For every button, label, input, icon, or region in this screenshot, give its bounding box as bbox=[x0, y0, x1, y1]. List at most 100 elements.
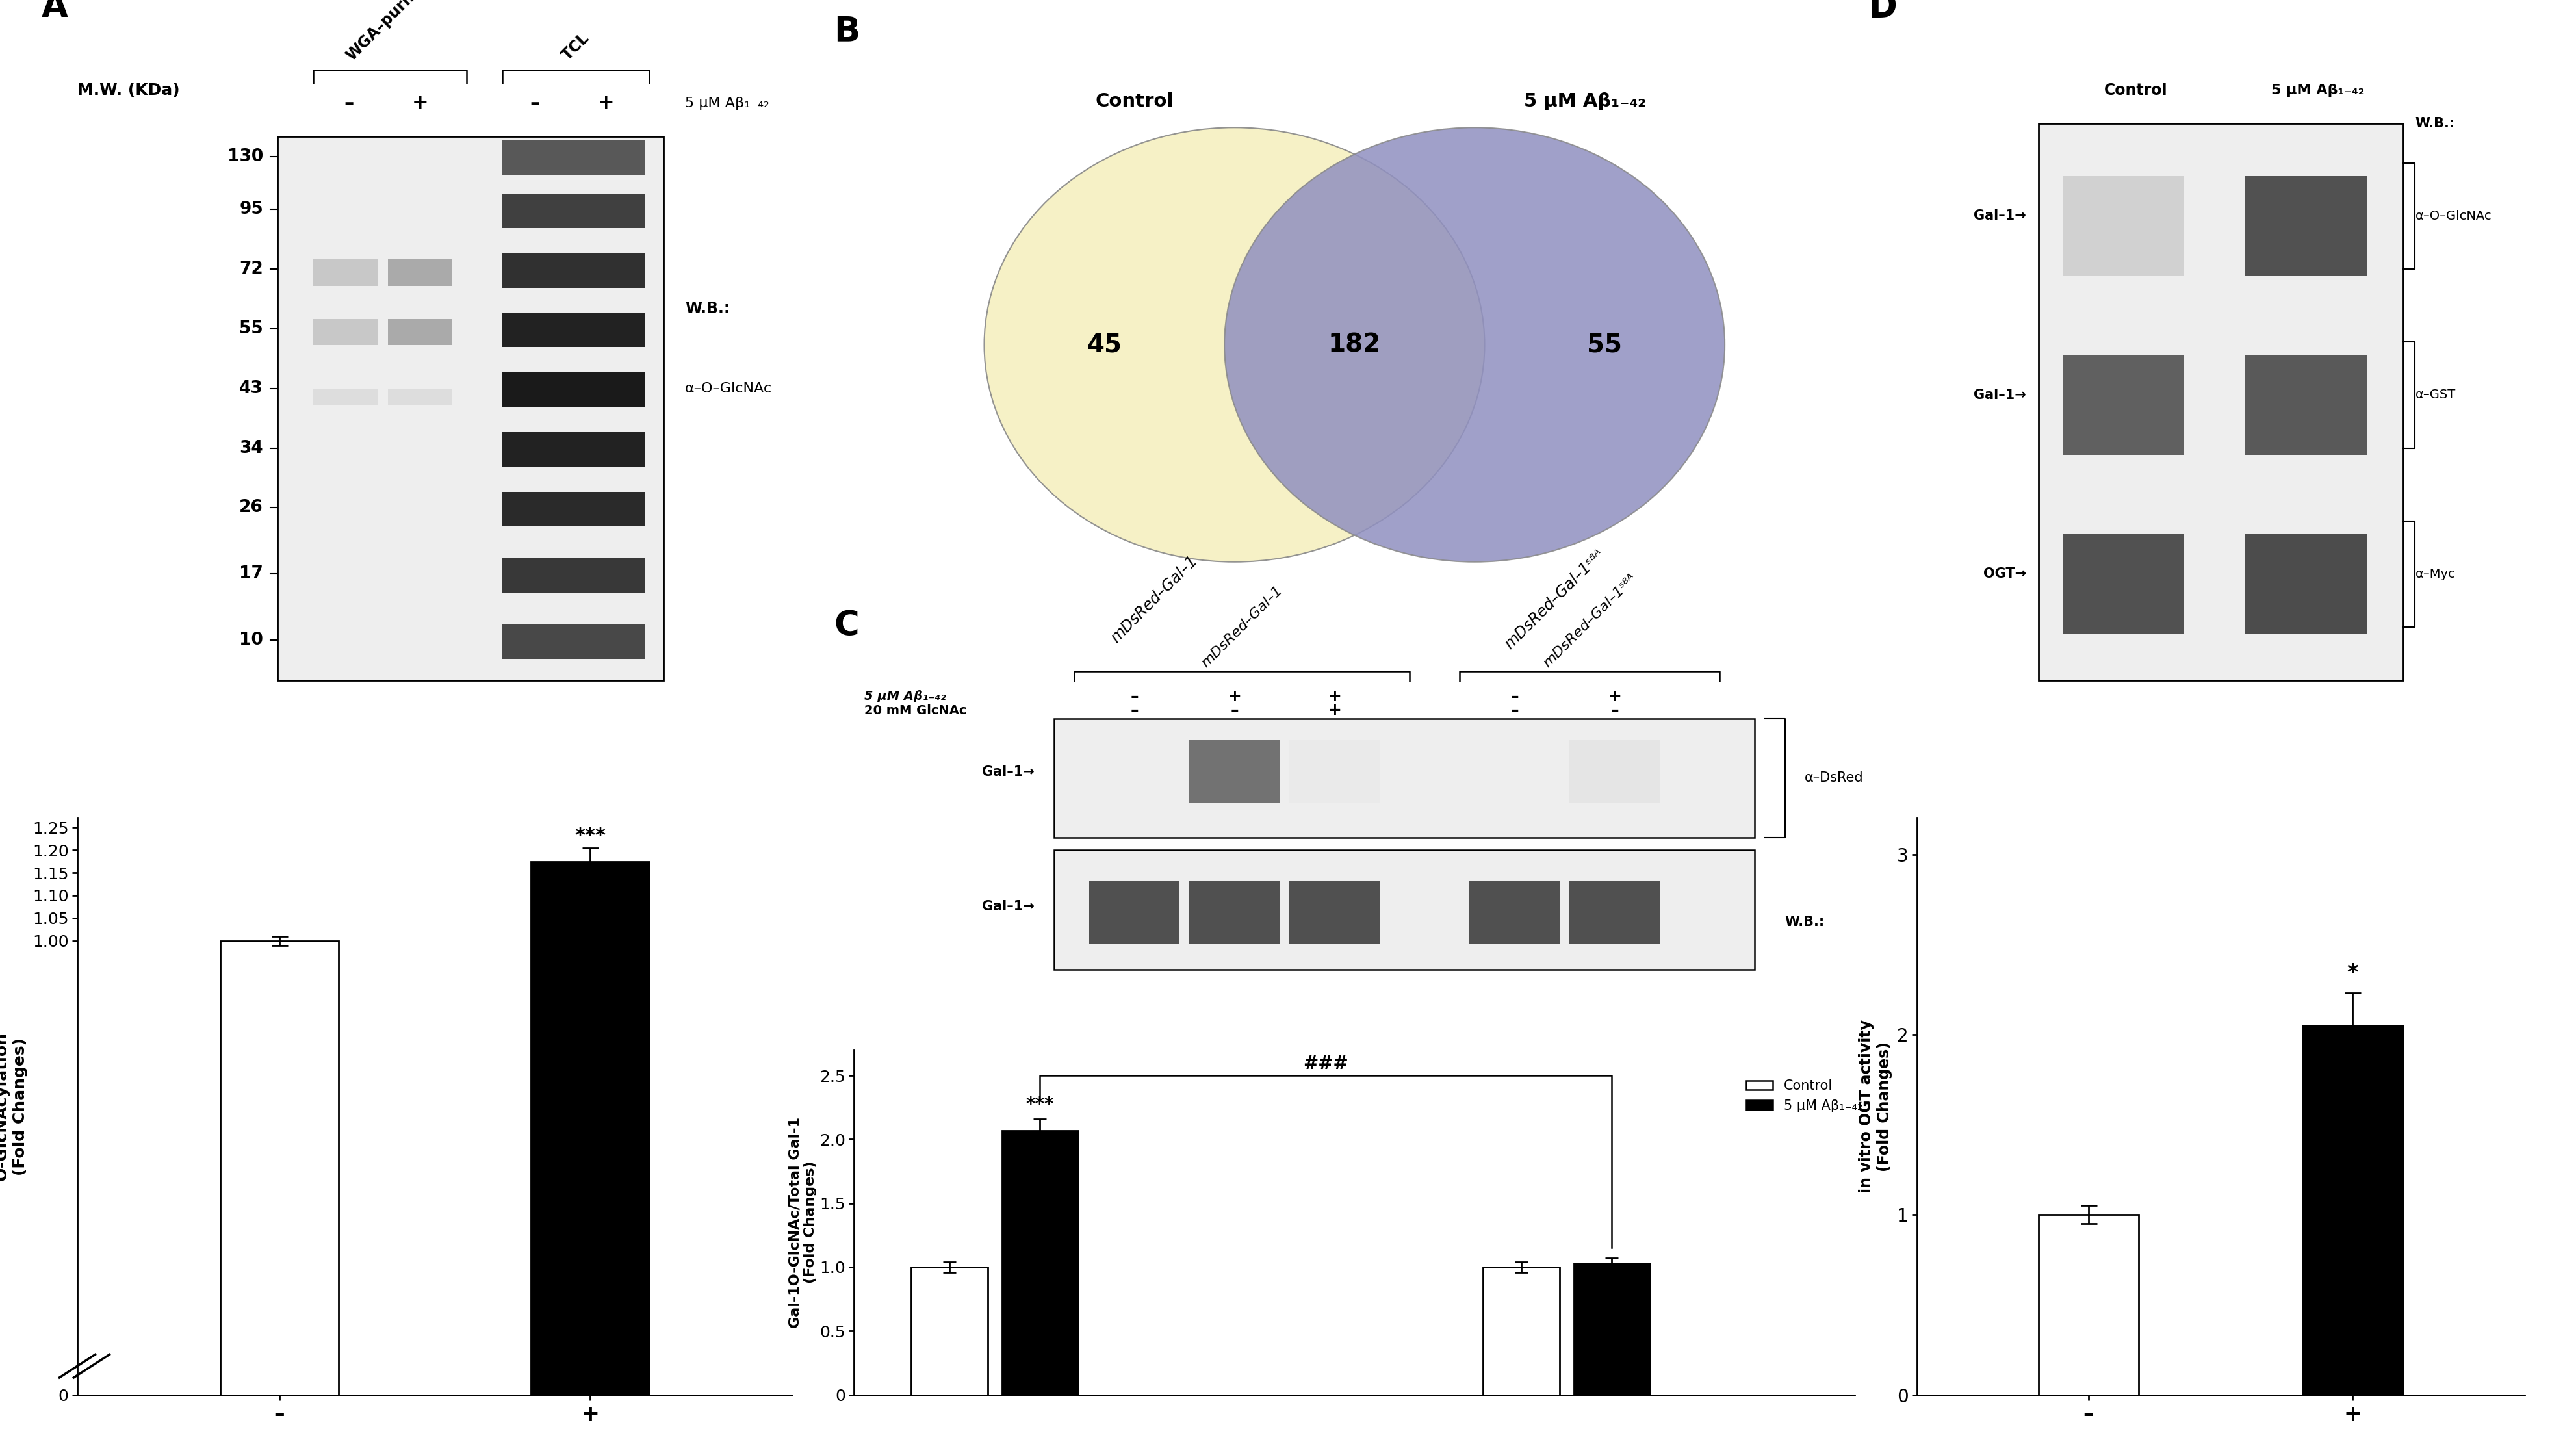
Text: 20 mM GlcNAc: 20 mM GlcNAc bbox=[863, 705, 966, 716]
Text: 5 μM Aβ₁₋₄₂: 5 μM Aβ₁₋₄₂ bbox=[685, 97, 770, 110]
Bar bbox=[2063, 355, 2184, 455]
Text: 26: 26 bbox=[240, 500, 263, 516]
Bar bbox=[1569, 882, 1659, 944]
Y-axis label: Gal-1O-GlcNAc/Total Gal-1
(Fold Changes): Gal-1O-GlcNAc/Total Gal-1 (Fold Changes) bbox=[788, 1117, 817, 1328]
Text: 5 μM Aβ₁₋₄₂: 5 μM Aβ₁₋₄₂ bbox=[863, 690, 945, 703]
Bar bbox=[2063, 535, 2184, 634]
Bar bbox=[2244, 355, 2367, 455]
Legend: Control, 5 μM Aβ₁₋₄₂: Control, 5 μM Aβ₁₋₄₂ bbox=[1741, 1074, 1868, 1117]
Text: W.B.:: W.B.: bbox=[685, 301, 729, 317]
Text: α–O–GlcNAc: α–O–GlcNAc bbox=[685, 382, 773, 395]
Text: Gal–1→: Gal–1→ bbox=[1973, 209, 2027, 222]
Text: –: – bbox=[1510, 689, 1520, 705]
Bar bbox=[574, 253, 647, 288]
Text: ***: *** bbox=[574, 827, 605, 846]
Text: Gal–1→: Gal–1→ bbox=[981, 899, 1033, 912]
Bar bbox=[1002, 1130, 1079, 1395]
Text: ***: *** bbox=[1025, 1096, 1054, 1114]
Text: –: – bbox=[1610, 703, 1618, 718]
Text: –: – bbox=[1231, 703, 1239, 718]
Bar bbox=[1054, 718, 1754, 837]
Text: C: C bbox=[835, 609, 860, 642]
Bar bbox=[574, 558, 647, 593]
Text: 182: 182 bbox=[1329, 333, 1381, 357]
Text: α–Myc: α–Myc bbox=[2416, 568, 2455, 580]
Bar bbox=[2038, 1215, 2138, 1395]
Bar bbox=[314, 259, 379, 286]
Text: 45: 45 bbox=[1087, 333, 1121, 357]
Bar bbox=[502, 493, 574, 526]
Text: Gal–1→: Gal–1→ bbox=[1973, 388, 2027, 401]
Text: M.W. (KDa): M.W. (KDa) bbox=[77, 83, 180, 97]
Text: Control: Control bbox=[1095, 93, 1175, 110]
Bar bbox=[574, 625, 647, 660]
Bar bbox=[1054, 850, 1754, 969]
Ellipse shape bbox=[1224, 128, 1726, 562]
Bar bbox=[502, 312, 574, 347]
Text: 72: 72 bbox=[240, 260, 263, 278]
Bar bbox=[1569, 741, 1659, 804]
Text: 5 μM Aβ₁₋₄₂: 5 μM Aβ₁₋₄₂ bbox=[2272, 83, 2365, 96]
Text: D: D bbox=[1868, 0, 1896, 25]
Text: 17: 17 bbox=[240, 565, 263, 583]
Text: *: * bbox=[2347, 962, 2360, 984]
Bar bbox=[574, 493, 647, 526]
Text: 43: 43 bbox=[240, 379, 263, 397]
Bar bbox=[531, 862, 649, 1395]
Bar bbox=[502, 253, 574, 288]
Bar bbox=[222, 942, 337, 1395]
Bar bbox=[502, 558, 574, 593]
Bar bbox=[1574, 1263, 1651, 1395]
Bar bbox=[574, 372, 647, 407]
Text: WGA–purified: WGA–purified bbox=[343, 0, 438, 64]
Bar bbox=[1190, 882, 1280, 944]
Text: –: – bbox=[1510, 703, 1520, 718]
Text: +: + bbox=[1327, 689, 1342, 705]
Bar bbox=[1468, 882, 1558, 944]
Bar bbox=[389, 318, 453, 346]
Text: +: + bbox=[412, 94, 428, 113]
Bar bbox=[278, 137, 665, 680]
Text: 34: 34 bbox=[240, 440, 263, 456]
Bar bbox=[1484, 1267, 1558, 1395]
Text: W.B.:: W.B.: bbox=[1785, 915, 1824, 928]
Bar bbox=[502, 432, 574, 466]
Bar bbox=[389, 388, 453, 405]
Text: B: B bbox=[835, 15, 860, 48]
Bar bbox=[502, 372, 574, 407]
Y-axis label: O-GlcNAcylation
(Fold Changes): O-GlcNAcylation (Fold Changes) bbox=[0, 1032, 28, 1181]
Bar bbox=[389, 259, 453, 286]
Bar bbox=[1291, 882, 1381, 944]
Bar bbox=[502, 625, 574, 660]
Bar bbox=[502, 141, 574, 174]
Bar bbox=[314, 318, 379, 346]
Text: W.B.:: W.B.: bbox=[2416, 116, 2455, 129]
Bar bbox=[1090, 882, 1180, 944]
Text: α–GST: α–GST bbox=[2416, 389, 2455, 401]
Text: OGT→: OGT→ bbox=[1984, 568, 2027, 581]
Text: +: + bbox=[1229, 689, 1242, 705]
Text: –: – bbox=[1131, 689, 1139, 705]
Text: –: – bbox=[1131, 703, 1139, 718]
Bar bbox=[574, 193, 647, 228]
Text: 10: 10 bbox=[240, 632, 263, 649]
Text: 130: 130 bbox=[227, 148, 263, 164]
Text: Control: Control bbox=[2105, 83, 2166, 97]
Text: Gal–1→: Gal–1→ bbox=[981, 766, 1033, 779]
Text: mDsRed–Gal–1: mDsRed–Gal–1 bbox=[1198, 584, 1285, 670]
Bar bbox=[502, 193, 574, 228]
Text: mDsRed–Gal–1ˢ⁸ᴬ: mDsRed–Gal–1ˢ⁸ᴬ bbox=[1502, 546, 1607, 652]
Text: α–DsRed: α–DsRed bbox=[1806, 772, 1865, 785]
Bar bbox=[912, 1267, 987, 1395]
Text: –: – bbox=[531, 94, 541, 113]
Text: A: A bbox=[41, 0, 67, 25]
Bar bbox=[2244, 176, 2367, 276]
Bar bbox=[2063, 176, 2184, 276]
Y-axis label: in vitro OGT activity
(Fold Changes): in vitro OGT activity (Fold Changes) bbox=[1857, 1020, 1893, 1193]
Text: mDsRed–Gal–1: mDsRed–Gal–1 bbox=[1108, 554, 1200, 645]
Text: 95: 95 bbox=[240, 201, 263, 218]
Bar bbox=[2038, 124, 2403, 680]
Bar bbox=[574, 141, 647, 174]
Text: –: – bbox=[345, 94, 353, 113]
Text: 5 μM Aβ₁₋₄₂: 5 μM Aβ₁₋₄₂ bbox=[1522, 93, 1646, 110]
